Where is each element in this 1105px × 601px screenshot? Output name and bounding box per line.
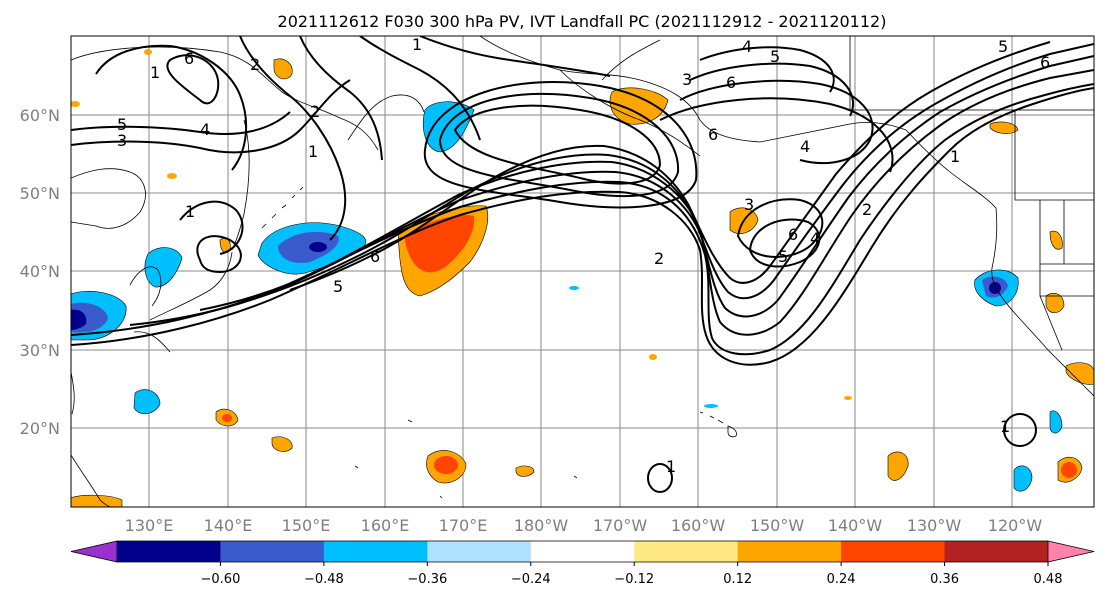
contour-label: 4 [742,37,752,56]
contour-label: 5 [770,47,780,66]
lon-label: 170°W [593,516,648,535]
lon-label: 160°E [361,516,410,535]
contour-labels: 5 3 4 1 2 2 6 1 1 6 5 2 3 6 5 4 2 4 6 3 [117,35,1050,476]
contour-label: 1 [185,202,195,221]
lat-label: 50°N [20,184,60,203]
colorbar-tick-label: 0.36 [930,572,959,587]
lon-label: 180°W [514,516,569,535]
colorbar-tick-label: −0.36 [407,572,447,587]
colorbar-segment [737,541,842,562]
contour-label: 1 [950,147,960,166]
colorbar-extend-max [1047,540,1095,563]
contour-label: 2 [250,55,260,74]
contour-label: 5 [998,37,1008,56]
contour-label: 6 [184,49,194,68]
contour-label: 6 [1040,53,1050,72]
contour-label: 6 [788,225,798,244]
contour-label: 2 [862,200,872,219]
contour-label: 6 [708,125,718,144]
colorbar-segment [841,541,946,562]
lat-label: 30°N [20,341,60,360]
lon-label: 160°W [671,516,726,535]
contour-label: 6 [370,247,380,266]
colorbar-segment [117,541,221,562]
contour-label: 3 [682,70,692,89]
contour-label: 1 [150,63,160,82]
lat-label: 60°N [20,106,60,125]
colorbar-segment [944,541,1049,562]
lon-label: 130°E [125,516,174,535]
colorbar-extend-min [70,540,118,563]
contour-label: 6 [726,73,736,92]
contour-label: 5 [117,115,127,134]
contour-label: 5 [333,277,343,296]
colorbar: −0.60 −0.48 −0.36 −0.24 −0.12 0.12 0.24 0.36 0.4… [70,540,1095,587]
colorbar-tick-label: 0.12 [723,572,752,587]
lon-label: 140°E [204,516,253,535]
colorbar-tick-label: 0.24 [827,572,856,587]
contour-label: 1 [1000,417,1010,436]
chart-title: 2021112612 F030 300 hPa PV, IVT Landfall… [278,12,887,31]
lon-label: 150°W [750,516,805,535]
latitude-labels: 60°N 50°N 40°N 30°N 20°N [20,106,60,438]
pv-contours [71,36,1094,493]
colorbar-tick-label: −0.48 [304,572,344,587]
contour-label: 1 [666,457,676,476]
contour-label: 3 [117,131,127,150]
longitude-labels: 130°E 140°E 150°E 160°E 170°E 180°W 170°… [125,516,1043,535]
contour-label: 5 [778,247,788,266]
contour-label: 1 [412,35,422,54]
colorbar-ticks [219,562,1049,566]
contour-label: 4 [200,120,210,139]
map-panel: 5 3 4 1 2 2 6 1 1 6 5 2 3 6 5 4 2 4 6 3 [70,35,1095,508]
colorbar-tick-label: 0.48 [1034,572,1063,587]
lon-label: 120°W [988,516,1043,535]
colorbar-segment [220,541,325,562]
contour-label: 4 [810,229,820,248]
colorbar-tick-label: −0.12 [614,572,654,587]
map-frame [70,35,1095,508]
colorbar-tick-label: −0.60 [201,572,241,587]
lon-label: 150°E [282,516,331,535]
lon-label: 140°W [828,516,883,535]
colorbar-segment [530,541,635,562]
colorbar-segment [427,541,532,562]
contour-label: 1 [308,142,318,161]
colorbar-tick-label: −0.24 [511,572,551,587]
contour-label: 2 [654,249,664,268]
colorbar-tick-labels: −0.60 −0.48 −0.36 −0.24 −0.12 0.12 0.24 0.36 0.4… [201,572,1063,587]
lat-label: 40°N [20,262,60,281]
colorbar-segment [634,541,739,562]
lon-label: 170°E [439,516,488,535]
colorbar-segments [70,540,1095,563]
contour-label: 2 [310,102,320,121]
contour-label: 4 [800,137,810,156]
lon-label: 130°W [907,516,962,535]
colorbar-segment [323,541,428,562]
contour-label: 3 [744,195,754,214]
lat-label: 20°N [20,419,60,438]
colorbar-outline [117,540,1048,563]
